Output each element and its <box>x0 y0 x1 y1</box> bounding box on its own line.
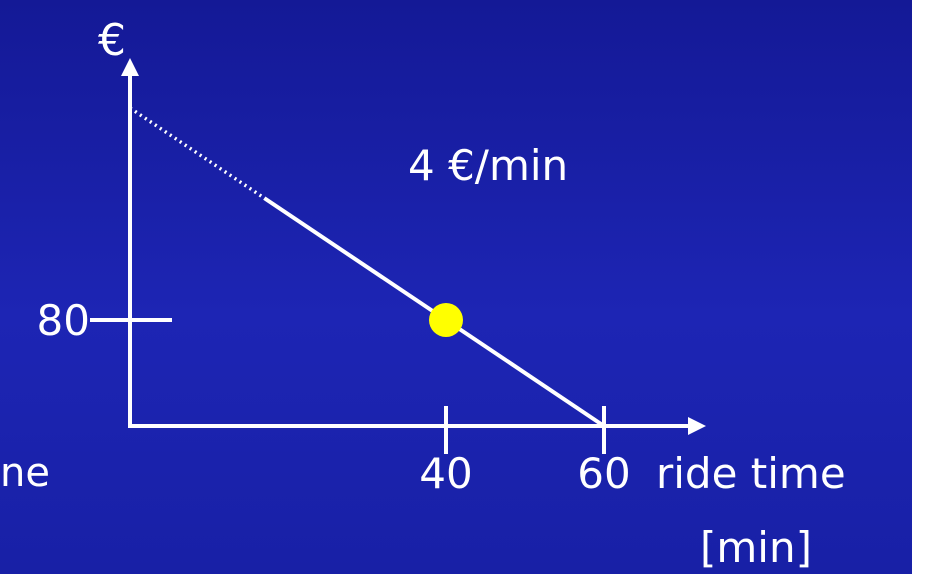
x-tick-label-60: 60 <box>577 449 630 498</box>
x-tick-label-40: 40 <box>419 449 472 498</box>
x-axis-label-line1: ride time <box>656 449 846 498</box>
slope-annotation: 4 €/min <box>408 141 568 190</box>
x-axis-label-line2: [min] <box>700 523 812 572</box>
partial-left-label: ne <box>0 450 50 496</box>
highlight-point <box>429 303 463 337</box>
point-group <box>429 303 463 337</box>
tick-group: 40 60 80 <box>37 296 631 498</box>
y-axis-label: € <box>98 15 126 66</box>
x-axis-arrow <box>688 417 706 435</box>
y-tick-label-80: 80 <box>37 296 90 345</box>
y-axis-arrow <box>121 58 139 76</box>
slide-edge-strip <box>912 0 928 574</box>
series-dotted-line <box>129 106 266 200</box>
